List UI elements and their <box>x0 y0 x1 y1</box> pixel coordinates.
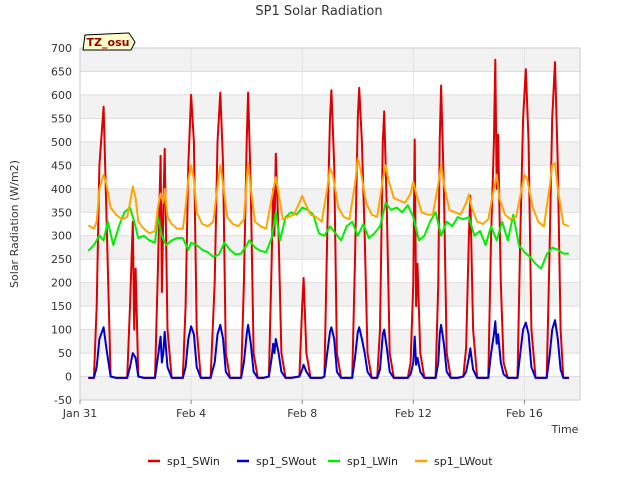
x-tick-label: Feb 12 <box>395 407 432 420</box>
y-tick-label: 300 <box>51 230 72 243</box>
y-tick-label: 400 <box>51 183 72 196</box>
series-line-sp1-swin <box>88 58 569 379</box>
series-line-sp1-swout <box>88 319 569 379</box>
y-tick-label: 150 <box>51 300 72 313</box>
tz-annotation-box <box>82 32 136 51</box>
legend: sp1_SWin sp1_SWout sp1_LWin sp1_LWout <box>148 455 493 468</box>
y-axis-ticks: -50 0 50 100 150 200 250 300 350 400 450 500 550 600 6… <box>51 42 72 407</box>
y-tick-label: 600 <box>51 89 72 102</box>
grid-band <box>80 235 580 260</box>
tz-annotation: TZ_osu <box>82 32 136 51</box>
grid-band <box>80 48 580 72</box>
y-tick-label: 700 <box>51 42 72 55</box>
x-axis-label: Time <box>551 423 579 436</box>
y-tick-label: 450 <box>51 159 72 172</box>
grid-band <box>80 329 580 354</box>
grid-band <box>80 188 580 213</box>
legend-label: sp1_LWout <box>434 455 493 468</box>
legend-label: sp1_LWin <box>347 455 398 468</box>
y-tick-label: 500 <box>51 136 72 149</box>
y-tick-label: 550 <box>51 112 72 125</box>
y-tick-label: 0 <box>65 371 72 384</box>
x-tick-label: Feb 8 <box>287 407 317 420</box>
legend-label: sp1_SWin <box>167 455 220 468</box>
y-tick-label: 100 <box>51 324 72 337</box>
y-tick-label: 250 <box>51 253 72 266</box>
x-tick-label: Feb 16 <box>506 407 543 420</box>
y-tick-label: 200 <box>51 277 72 290</box>
x-axis-ticks: Jan 31 Feb 4 Feb 8 Feb 12 Feb 16 <box>62 400 543 420</box>
grid-bands <box>80 48 580 400</box>
chart-title: SP1 Solar Radiation <box>255 4 382 19</box>
series-line-sp1-lwout <box>87 157 570 235</box>
series-line-sp1-lwin <box>87 201 569 270</box>
y-tick-label: 350 <box>51 206 72 219</box>
plot-frame <box>79 47 581 401</box>
y-tick-label: -50 <box>54 394 72 407</box>
x-tick-label: Jan 31 <box>62 407 97 420</box>
grid-band <box>80 376 580 400</box>
y-tick-label: 650 <box>51 65 72 78</box>
series-layer <box>87 58 570 379</box>
grid-band <box>80 282 580 307</box>
y-axis-label: Solar Radiation (W/m2) <box>8 160 21 288</box>
y-tick-label: 50 <box>58 347 72 360</box>
legend-label: sp1_SWout <box>256 455 317 468</box>
x-tick-label: Feb 4 <box>176 407 206 420</box>
tz-annotation-label: TZ_osu <box>87 36 130 49</box>
